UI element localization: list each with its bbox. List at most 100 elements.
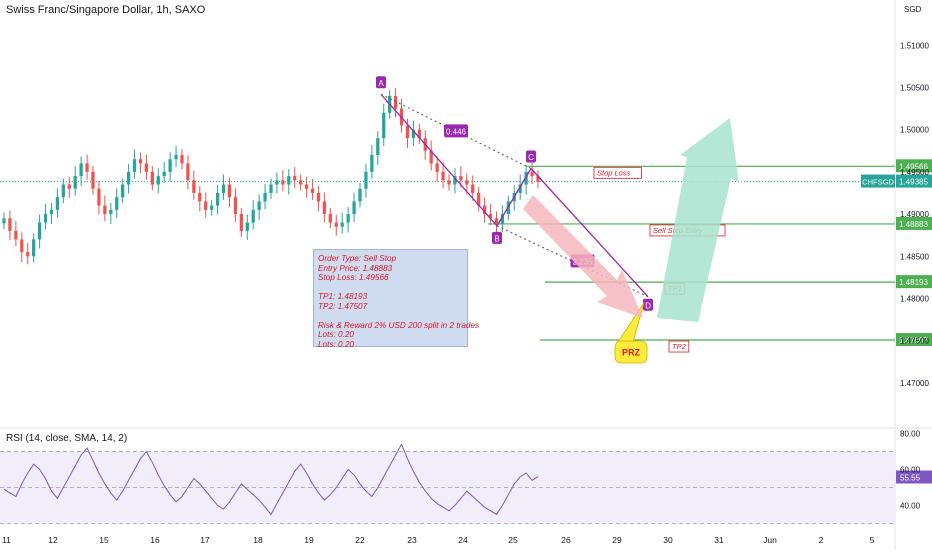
candle-body bbox=[494, 218, 499, 225]
rsi-title: RSI (14, close, SMA, 14, 2) bbox=[6, 433, 128, 444]
candle-body bbox=[275, 180, 279, 185]
time-tick-label: 29 bbox=[612, 535, 622, 545]
candle-body bbox=[43, 214, 48, 223]
candle-body bbox=[103, 205, 107, 215]
candle-body bbox=[530, 171, 534, 177]
candle-body bbox=[536, 176, 540, 182]
candle-body bbox=[14, 230, 18, 240]
candle-body bbox=[233, 197, 238, 215]
level-price-text: 1.47507 bbox=[899, 336, 928, 345]
time-tick-label: 16 bbox=[150, 535, 160, 545]
price-tick-label: 1.49000 bbox=[900, 210, 929, 219]
candle-body bbox=[287, 176, 291, 185]
symbol-tag bbox=[861, 174, 895, 188]
candle-body bbox=[251, 209, 255, 223]
candle-body bbox=[322, 201, 327, 215]
candle-body bbox=[32, 239, 36, 257]
candle-body bbox=[488, 214, 493, 219]
candle-body bbox=[477, 192, 481, 206]
candle-body bbox=[364, 171, 368, 189]
candle-body bbox=[186, 163, 190, 181]
pattern-point-marker bbox=[643, 298, 653, 311]
candle-body bbox=[393, 95, 398, 109]
current-price-tag bbox=[896, 174, 932, 188]
candle-body bbox=[73, 176, 77, 189]
order-line bbox=[318, 283, 463, 293]
current-price-text: 1.49385 bbox=[899, 178, 928, 187]
level-label: TP2 bbox=[672, 342, 687, 351]
rsi-tick-label: 40.00 bbox=[900, 501, 921, 510]
candle-body bbox=[8, 218, 12, 231]
candle-body bbox=[61, 184, 65, 198]
rsi-panel: 55.55 bbox=[0, 443, 932, 524]
candle-body bbox=[370, 155, 374, 172]
order-line: TP1: 1.48193 bbox=[318, 292, 368, 301]
candle-body bbox=[465, 180, 469, 185]
order-line bbox=[318, 311, 463, 321]
candle-body bbox=[482, 205, 487, 215]
candle-body bbox=[67, 184, 71, 189]
time-tick-label: 22 bbox=[355, 535, 365, 545]
price-tick-label: 1.50500 bbox=[900, 84, 929, 93]
time-tick-label: 31 bbox=[714, 535, 724, 545]
candle-body bbox=[358, 188, 362, 202]
candle-body bbox=[435, 163, 439, 172]
time-tick-label: 11 bbox=[2, 535, 11, 545]
candle-body bbox=[144, 163, 149, 172]
candle-body bbox=[85, 163, 89, 172]
order-line: Risk & Reward 2% USD 200 split in 2 trad… bbox=[318, 320, 480, 330]
candle-body bbox=[37, 222, 42, 240]
candle-body bbox=[346, 214, 350, 223]
price-tick-label: 1.51000 bbox=[900, 41, 929, 50]
candle-body bbox=[121, 184, 125, 198]
candle-body bbox=[281, 180, 285, 185]
pattern-point-marker bbox=[526, 150, 536, 163]
pattern-point-marker bbox=[376, 76, 386, 89]
time-tick-label: Jun bbox=[763, 535, 777, 545]
candle-body bbox=[447, 180, 451, 185]
order-note[interactable]: Order Type: Sell Stop Entry Price: 1.488… bbox=[313, 249, 480, 349]
candle-body bbox=[453, 176, 457, 185]
candle-body bbox=[340, 222, 344, 227]
candle-body bbox=[210, 205, 214, 210]
candle-body bbox=[299, 180, 303, 185]
candle-body bbox=[239, 214, 243, 231]
prz-callout bbox=[614, 340, 648, 364]
time-tick-label: 26 bbox=[561, 535, 571, 545]
pattern-point-marker bbox=[492, 231, 502, 244]
candle-body bbox=[245, 222, 249, 231]
candle-body bbox=[138, 159, 143, 164]
pattern-leg-bc bbox=[496, 168, 532, 227]
time-tick-label: 24 bbox=[458, 535, 468, 545]
candle-body bbox=[429, 150, 433, 164]
time-tick-label: 19 bbox=[304, 535, 314, 545]
order-line: Order Type: Sell Stop bbox=[318, 254, 397, 263]
candle-body bbox=[192, 180, 196, 193]
candle-body bbox=[471, 184, 475, 193]
ratio-badge bbox=[444, 124, 468, 138]
level-label-box bbox=[668, 340, 690, 353]
candle-body bbox=[150, 171, 154, 185]
symbol-tag-text: CHFSGD bbox=[862, 178, 894, 187]
level-price-tag bbox=[896, 275, 932, 289]
sell-projection-arrow bbox=[523, 195, 643, 318]
price-tick-label: 1.47500 bbox=[900, 337, 929, 346]
candle-body bbox=[293, 176, 297, 181]
candle-body bbox=[518, 184, 522, 193]
candle-body bbox=[20, 239, 24, 253]
price-tick-label: 1.49500 bbox=[900, 168, 929, 177]
order-line: Entry Price: 1.48883 bbox=[318, 263, 393, 273]
pattern-leg-cd bbox=[530, 168, 649, 298]
candle-body bbox=[524, 171, 528, 185]
time-tick-label: 30 bbox=[663, 535, 673, 545]
order-line: Lots: 0.20 bbox=[318, 330, 354, 339]
candle-body bbox=[109, 209, 113, 215]
candle-body bbox=[126, 171, 131, 185]
candle-body bbox=[132, 159, 137, 172]
candle-body bbox=[459, 176, 463, 181]
time-tick-label: 5 bbox=[870, 535, 875, 545]
candle-body bbox=[215, 192, 220, 206]
candle-body bbox=[417, 129, 421, 139]
